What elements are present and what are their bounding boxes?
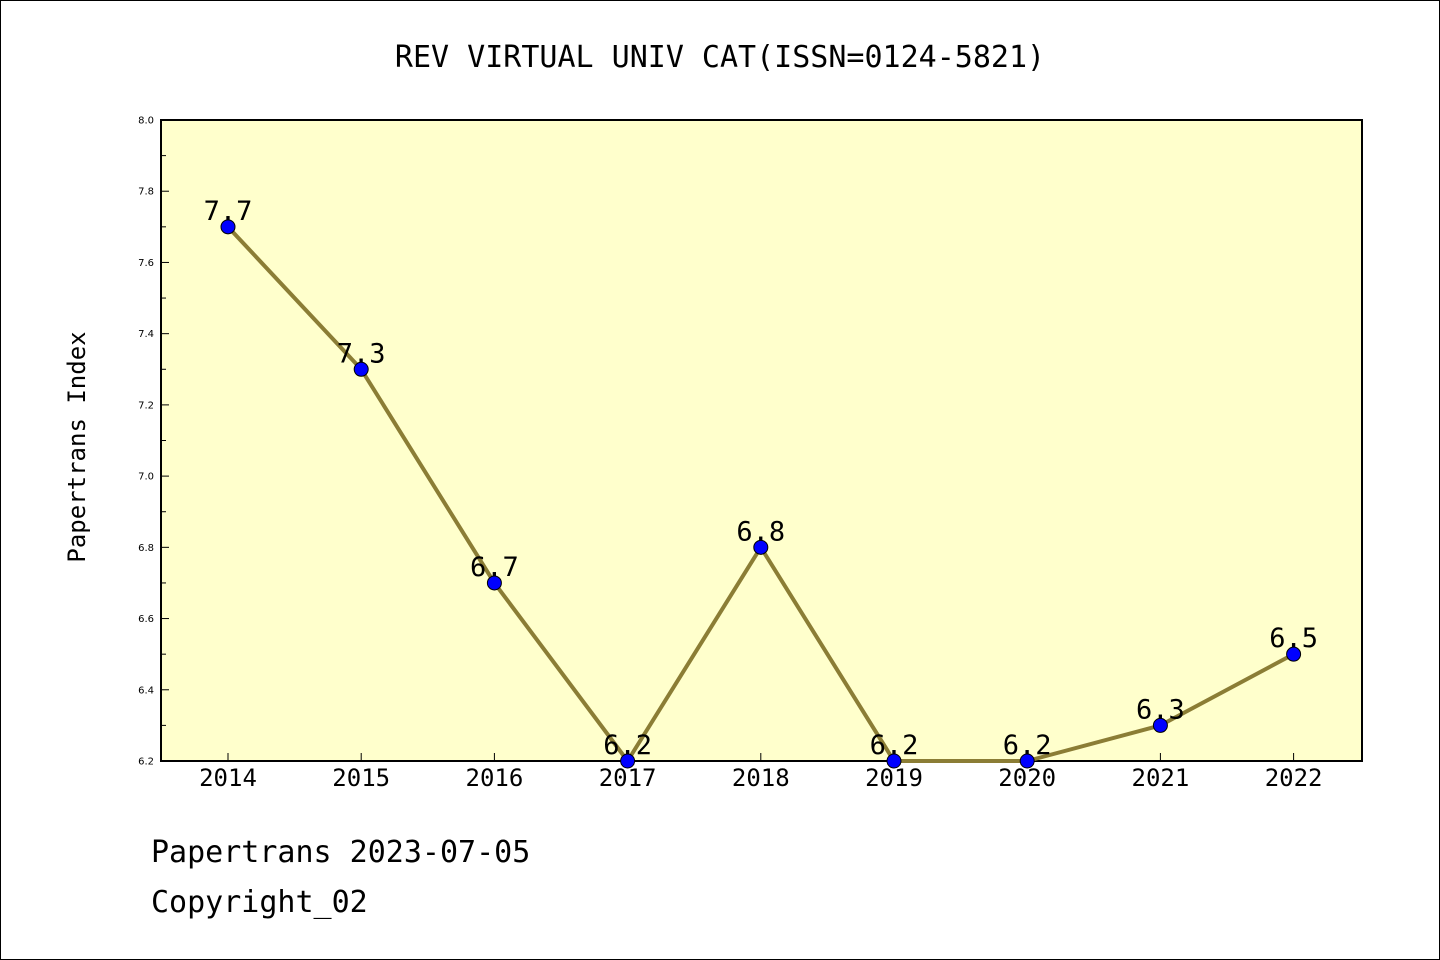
data-point-marker xyxy=(753,539,769,555)
data-label: 6.5 xyxy=(1269,623,1318,654)
data-point-marker xyxy=(886,753,902,769)
y-tick-label: 6.4 xyxy=(138,685,154,696)
x-tick-label: 2022 xyxy=(1265,764,1323,792)
x-tick-label: 2015 xyxy=(332,764,390,792)
data-label: 6.2 xyxy=(1003,730,1052,761)
data-label: 7.7 xyxy=(204,196,253,227)
data-label: 6.3 xyxy=(1136,694,1185,725)
y-tick-label: 7.0 xyxy=(138,472,154,483)
x-tick-label: 2019 xyxy=(865,764,923,792)
data-point-marker xyxy=(1152,717,1168,733)
footer-date: Papertrans 2023-07-05 xyxy=(151,835,531,870)
x-tick-label: 2018 xyxy=(732,764,790,792)
x-tick-label: 2016 xyxy=(466,764,524,792)
x-tick-label: 2020 xyxy=(998,764,1056,792)
data-point-marker xyxy=(353,361,369,377)
x-axis-ticks: 2014 2015 2016 2017 2018 2019 2020 2021 2022 xyxy=(199,753,1322,792)
x-tick-label: 2014 xyxy=(199,764,257,792)
data-point-marker xyxy=(620,753,636,769)
y-tick-label: 8.0 xyxy=(138,116,154,127)
y-tick-label: 7.8 xyxy=(138,187,154,198)
y-tick-label: 7.4 xyxy=(138,329,154,340)
y-tick-label: 6.2 xyxy=(138,757,154,768)
data-markers xyxy=(220,219,1302,769)
data-label: 6.2 xyxy=(870,730,919,761)
data-label: 6.7 xyxy=(470,552,519,583)
footer-copyright: Copyright_02 xyxy=(151,885,368,920)
y-axis-ticks: 6.2 6.4 6.6 6.8 7.0 7.2 7.4 7.6 7.8 8.0 xyxy=(138,116,169,768)
data-label: 7.3 xyxy=(337,338,386,369)
data-point-marker xyxy=(486,575,502,591)
y-tick-label: 6.6 xyxy=(138,614,154,625)
y-tick-label: 6.8 xyxy=(138,543,154,554)
y-tick-label: 7.6 xyxy=(138,258,154,269)
data-label: 6.8 xyxy=(736,516,785,547)
y-axis-label: Papertrans Index xyxy=(63,331,91,562)
data-label: 6.2 xyxy=(603,730,652,761)
data-point-marker xyxy=(1286,646,1302,662)
x-tick-label: 2021 xyxy=(1132,764,1190,792)
data-point-marker xyxy=(220,219,236,235)
x-tick-label: 2017 xyxy=(599,764,657,792)
chart-title: REV VIRTUAL UNIV CAT(ISSN=0124-5821) xyxy=(395,40,1045,75)
y-tick-label: 7.2 xyxy=(138,400,154,411)
plot-area xyxy=(160,119,1363,762)
data-labels: 7.7 7.3 6.7 6.2 6.8 6.2 6.2 6.3 6.5 xyxy=(204,196,1318,761)
data-point-marker xyxy=(1019,753,1035,769)
